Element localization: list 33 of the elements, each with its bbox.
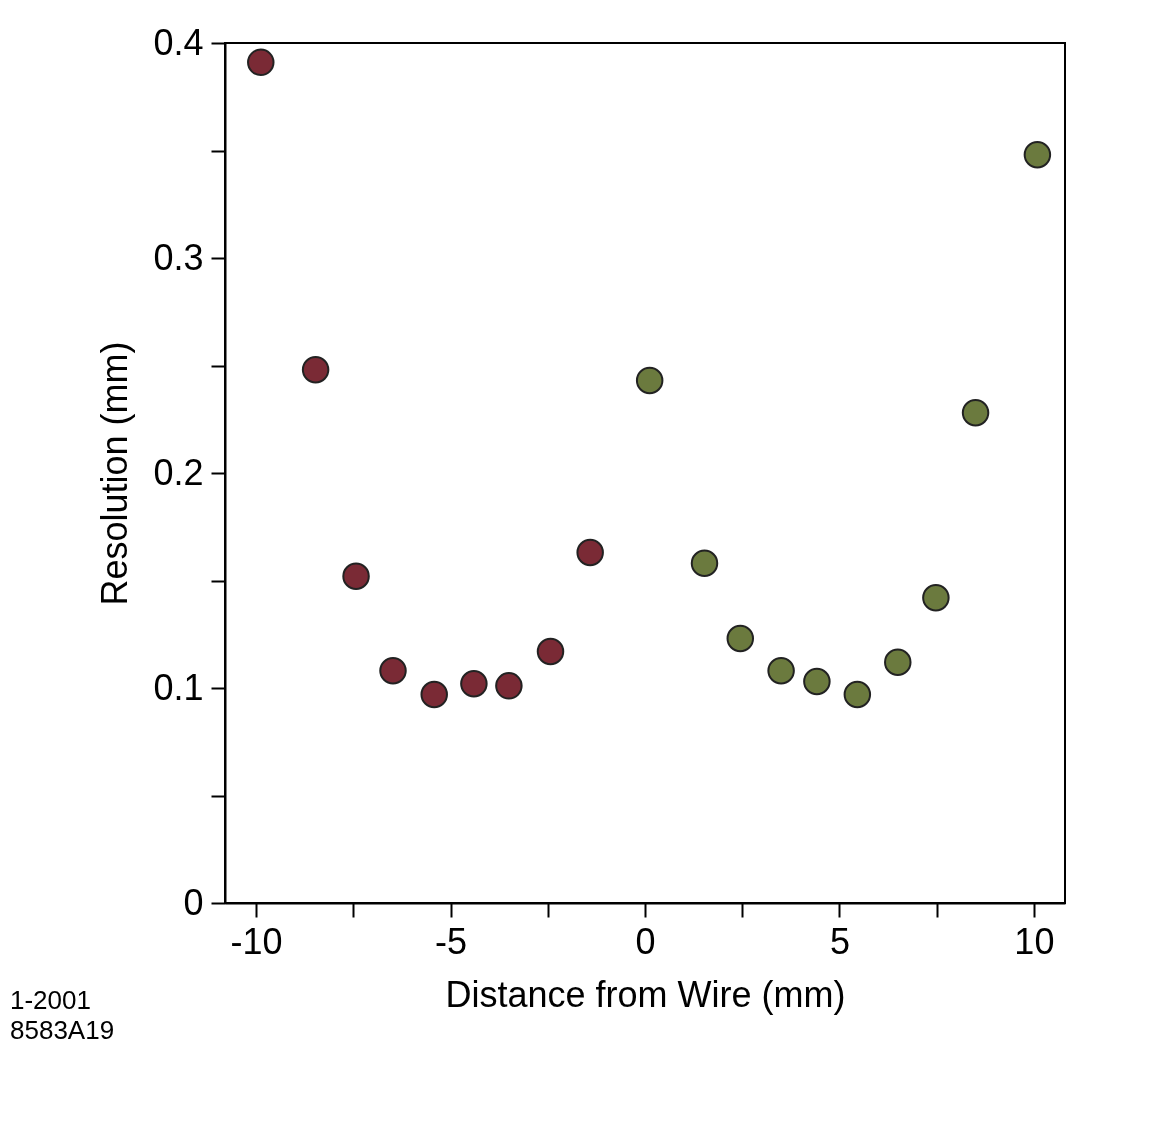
- point: [635, 366, 664, 395]
- point: [301, 356, 330, 384]
- x-tick-label: -5: [435, 920, 468, 962]
- text: 8583A19: [10, 1015, 115, 1045]
- point: [884, 648, 912, 676]
- x-tick-label: 0: [635, 920, 656, 962]
- y-axis-title: Resolution (mm): [94, 341, 136, 606]
- point: [843, 680, 872, 709]
- point: [726, 624, 755, 653]
- point: [803, 667, 831, 696]
- y-tick-label: 0.1: [153, 666, 204, 708]
- text: 1-2001: [10, 985, 91, 1015]
- y-tick-label: 0.2: [153, 451, 204, 493]
- point: [922, 583, 950, 612]
- x-tick-label: 10: [1014, 920, 1055, 962]
- point: [961, 399, 990, 427]
- point: [460, 669, 488, 698]
- point: [576, 538, 604, 567]
- point: [420, 680, 448, 709]
- y-tick-label: 0.3: [153, 236, 204, 278]
- y-tick-label: 0: [183, 881, 204, 923]
- point: [342, 562, 370, 590]
- point: [536, 637, 565, 666]
- x-tick-label: 5: [829, 920, 850, 962]
- point: [1023, 141, 1052, 169]
- point: [690, 549, 719, 578]
- x-axis-title: Distance from Wire (mm): [445, 973, 846, 1015]
- point: [379, 657, 407, 685]
- point: [495, 672, 523, 700]
- point: [247, 48, 275, 77]
- point: [767, 657, 795, 685]
- y-tick-label: 0.4: [153, 21, 204, 63]
- x-tick-label: -10: [230, 920, 283, 962]
